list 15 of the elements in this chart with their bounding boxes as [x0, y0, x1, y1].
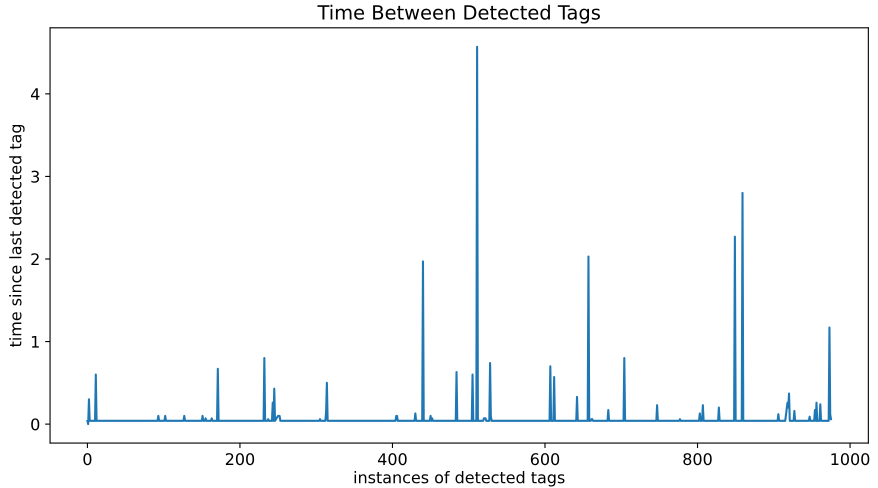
y-tick-label: 1	[32, 336, 39, 348]
y-tick-label: 0	[31, 418, 40, 430]
x-axis-title: instances of detected tags	[354, 471, 565, 487]
chart-title: Time Between Detected Tags	[317, 4, 600, 24]
line-series	[86, 46, 832, 426]
x-tick-label: 200	[226, 453, 254, 466]
y-tick-label: 3	[31, 170, 40, 183]
y-tick-label: 4	[30, 88, 40, 100]
x-tick-label: 400	[378, 453, 407, 466]
x-tick-label: 800	[683, 453, 712, 466]
y-axis-title: time since last detected tag	[9, 124, 25, 348]
y-tick-label: 2	[31, 253, 39, 266]
x-tick-label: 600	[530, 453, 560, 466]
x-tick-label: 0	[83, 453, 92, 466]
x-tick-label: 1000	[831, 453, 870, 466]
